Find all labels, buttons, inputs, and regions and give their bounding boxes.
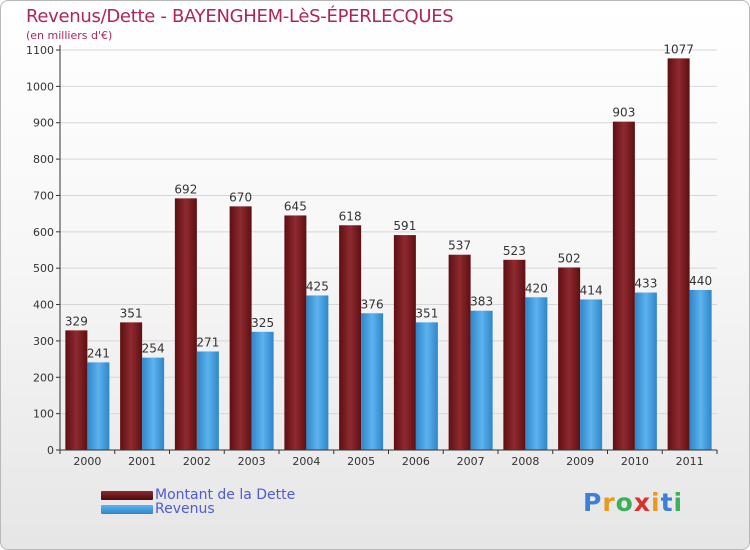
data-label-dette: 591 bbox=[393, 219, 416, 233]
x-tick-label: 2003 bbox=[238, 455, 266, 468]
data-label-revenus: 425 bbox=[306, 279, 329, 293]
legend-swatch-revenus bbox=[101, 504, 153, 514]
bar-dette-2007 bbox=[448, 254, 471, 450]
bar-revenus-2010 bbox=[634, 292, 657, 450]
data-label-revenus: 383 bbox=[470, 295, 493, 309]
legend-item-dette: Montant de la Dette bbox=[101, 487, 295, 503]
bar-revenus-2008 bbox=[525, 297, 548, 450]
y-tick-label: 0 bbox=[47, 444, 54, 457]
bar-dette-2005 bbox=[339, 225, 362, 450]
data-label-dette: 351 bbox=[120, 306, 143, 320]
y-tick-label: 400 bbox=[33, 299, 54, 312]
y-tick-label: 600 bbox=[33, 226, 54, 239]
legend-item-revenus: Revenus bbox=[101, 501, 215, 517]
data-label-revenus: 414 bbox=[580, 283, 603, 297]
legend-label-dette: Montant de la Dette bbox=[155, 487, 296, 503]
bar-dette-2008 bbox=[503, 259, 526, 450]
y-tick-label: 300 bbox=[33, 335, 54, 348]
x-tick-label: 2004 bbox=[292, 455, 320, 468]
grid-lines bbox=[60, 49, 717, 415]
x-tick-label: 2011 bbox=[676, 455, 704, 468]
y-tick-label: 800 bbox=[33, 153, 54, 166]
y-tick-label: 700 bbox=[33, 189, 54, 202]
data-label-dette: 329 bbox=[65, 314, 88, 328]
data-label-dette: 645 bbox=[284, 199, 307, 213]
data-label-revenus: 241 bbox=[87, 346, 110, 360]
bar-revenus-2007 bbox=[470, 310, 493, 450]
legend-label-revenus: Revenus bbox=[155, 501, 215, 517]
chart-title: Revenus/Dette - BAYENGHEM-LèS-ÉPERLECQUE… bbox=[26, 6, 454, 27]
legend-swatch-dette bbox=[101, 490, 153, 500]
bar-dette-2006 bbox=[393, 235, 416, 450]
y-tick-label: 900 bbox=[33, 117, 54, 130]
bar-revenus-2003 bbox=[251, 331, 274, 450]
bar-dette-2001 bbox=[120, 322, 143, 450]
data-label-revenus: 433 bbox=[634, 277, 657, 291]
bar-dette-2000 bbox=[65, 330, 88, 450]
data-label-revenus: 376 bbox=[361, 297, 384, 311]
y-tick-label: 500 bbox=[33, 262, 54, 275]
x-tick-label: 2001 bbox=[128, 455, 156, 468]
bars bbox=[65, 58, 712, 451]
bar-revenus-2005 bbox=[361, 313, 384, 450]
bar-dette-2009 bbox=[558, 267, 581, 450]
bar-revenus-2009 bbox=[580, 299, 603, 450]
data-label-dette: 670 bbox=[229, 190, 252, 204]
bar-dette-2011 bbox=[667, 58, 690, 450]
data-label-dette: 537 bbox=[448, 239, 471, 253]
bar-revenus-2011 bbox=[689, 290, 712, 450]
bar-revenus-2006 bbox=[415, 322, 438, 450]
data-label-revenus: 254 bbox=[142, 342, 165, 356]
data-label-revenus: 351 bbox=[415, 306, 438, 320]
bar-dette-2004 bbox=[284, 215, 307, 450]
y-tick-label: 100 bbox=[33, 408, 54, 421]
bar-dette-2003 bbox=[229, 206, 252, 450]
data-label-revenus: 271 bbox=[196, 335, 219, 349]
data-label-dette: 692 bbox=[174, 182, 197, 196]
chart-subtitle: (en milliers d'€) bbox=[26, 29, 113, 42]
y-tick-label: 200 bbox=[33, 371, 54, 384]
axes: 0 100 200 300 400 500 600 700 800 900 1000 1100 2000… bbox=[26, 44, 718, 468]
bar-revenus-2000 bbox=[87, 362, 110, 450]
bar-revenus-2004 bbox=[306, 295, 329, 450]
data-label-revenus: 420 bbox=[525, 281, 548, 295]
x-tick-label: 2009 bbox=[566, 455, 594, 468]
x-tick-label: 2002 bbox=[183, 455, 211, 468]
data-label-dette: 903 bbox=[612, 106, 635, 120]
data-label-dette: 523 bbox=[503, 244, 526, 258]
bar-revenus-2002 bbox=[196, 351, 219, 450]
bar-dette-2002 bbox=[174, 198, 197, 450]
x-tick-label: 2007 bbox=[457, 455, 485, 468]
x-tick-label: 2010 bbox=[621, 455, 649, 468]
y-tick-label: 1100 bbox=[26, 44, 54, 57]
y-tick-label: 1000 bbox=[26, 80, 54, 93]
data-labels: 329 241 351 254 692 271 670 325 645 425 618 376 591 3… bbox=[65, 42, 712, 360]
bar-revenus-2001 bbox=[142, 357, 165, 450]
data-label-revenus: 440 bbox=[689, 274, 712, 288]
data-label-dette: 502 bbox=[558, 251, 581, 265]
data-label-dette: 1077 bbox=[663, 42, 694, 56]
data-label-dette: 618 bbox=[339, 209, 362, 223]
data-label-revenus: 325 bbox=[251, 316, 274, 330]
x-tick-label: 2000 bbox=[73, 455, 101, 468]
proxiti-logo: Proxiti bbox=[583, 488, 684, 517]
x-tick-label: 2006 bbox=[402, 455, 430, 468]
bar-dette-2010 bbox=[612, 121, 635, 451]
x-tick-label: 2008 bbox=[511, 455, 539, 468]
x-tick-label: 2005 bbox=[347, 455, 375, 468]
